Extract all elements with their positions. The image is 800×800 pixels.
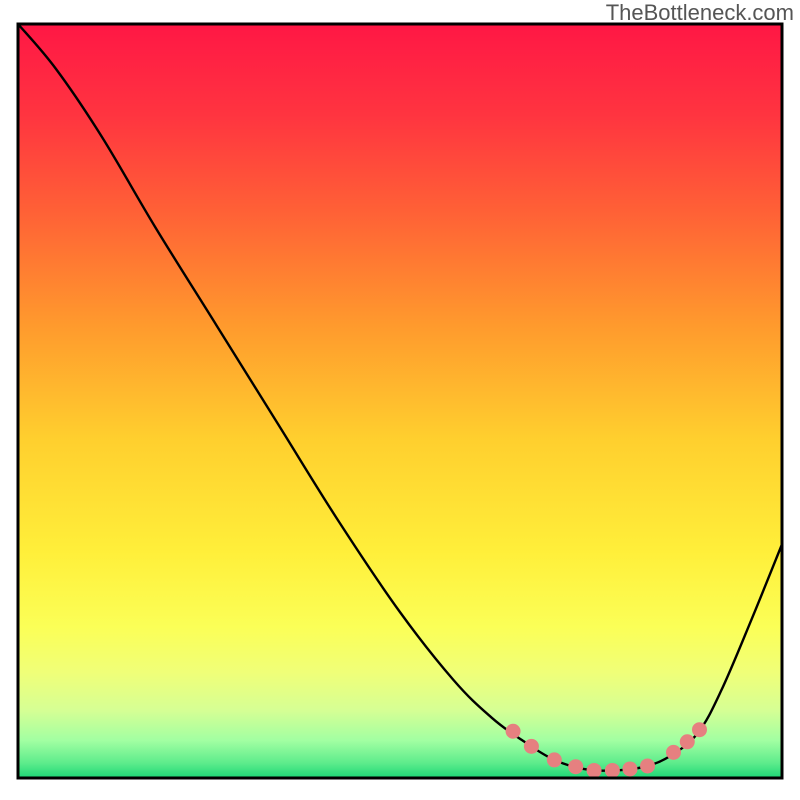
bottleneck-chart — [0, 0, 800, 800]
chart-container: TheBottleneck.com — [0, 0, 800, 800]
watermark-label: TheBottleneck.com — [606, 0, 794, 26]
